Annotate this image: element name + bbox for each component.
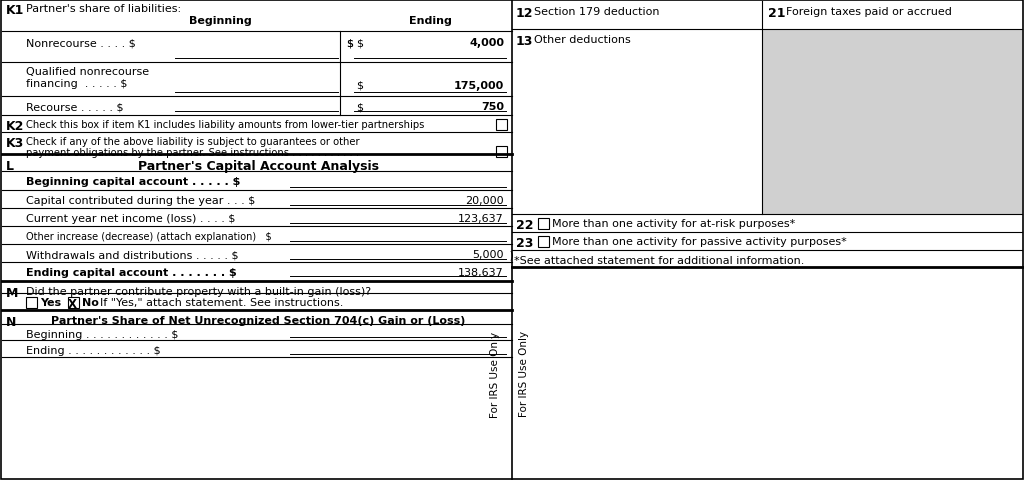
Bar <box>26 298 37 308</box>
Text: Ending: Ending <box>409 16 452 26</box>
Text: Nonrecourse . . . . $: Nonrecourse . . . . $ <box>26 38 136 48</box>
Bar <box>68 298 79 308</box>
Text: 12: 12 <box>516 7 534 20</box>
Text: Beginning . . . . . . . . . . . . $: Beginning . . . . . . . . . . . . $ <box>26 329 178 339</box>
Text: 138,637: 138,637 <box>459 267 504 277</box>
Text: Ending capital account . . . . . . . $: Ending capital account . . . . . . . $ <box>26 267 237 277</box>
Text: Other deductions: Other deductions <box>534 35 631 45</box>
Text: Capital contributed during the year . . . $: Capital contributed during the year . . … <box>26 195 255 205</box>
Text: Withdrawals and distributions . . . . . $: Withdrawals and distributions . . . . . … <box>26 250 239 260</box>
Text: 23: 23 <box>516 237 534 250</box>
Text: Qualified nonrecourse: Qualified nonrecourse <box>26 67 150 77</box>
Text: Recourse . . . . . $: Recourse . . . . . $ <box>26 102 124 112</box>
Text: If "Yes," attach statement. See instructions.: If "Yes," attach statement. See instruct… <box>100 298 343 307</box>
Text: Beginning capital account . . . . . $: Beginning capital account . . . . . $ <box>26 177 241 187</box>
Text: $: $ <box>356 81 362 91</box>
Text: $: $ <box>346 38 353 48</box>
Text: $: $ <box>356 102 362 112</box>
Text: ): ) <box>506 250 514 260</box>
Text: $: $ <box>356 38 362 48</box>
Text: K3: K3 <box>6 137 25 150</box>
Text: 22: 22 <box>516 218 534 231</box>
Text: No: No <box>82 298 99 307</box>
Text: Partner's Share of Net Unrecognized Section 704(c) Gain or (Loss): Partner's Share of Net Unrecognized Sect… <box>51 315 465 325</box>
Text: 13: 13 <box>516 35 534 48</box>
Text: M: M <box>6 287 18 300</box>
Text: 175,000: 175,000 <box>454 81 504 91</box>
Text: More than one activity for passive activity purposes*: More than one activity for passive activ… <box>552 237 847 247</box>
Text: Yes: Yes <box>40 298 61 307</box>
Text: 20,000: 20,000 <box>465 195 504 205</box>
Text: Partner's Capital Account Analysis: Partner's Capital Account Analysis <box>137 160 379 173</box>
Text: X: X <box>68 298 77 311</box>
Text: K2: K2 <box>6 120 25 133</box>
Text: Other increase (decrease) (attach explanation)   $: Other increase (decrease) (attach explan… <box>26 231 271 241</box>
Text: Current year net income (loss) . . . . $: Current year net income (loss) . . . . $ <box>26 214 236 224</box>
Text: payment obligations by the partner. See instructions . . . . . . . . . . .: payment obligations by the partner. See … <box>26 148 359 157</box>
Text: Check this box if item K1 includes liability amounts from lower-tier partnership: Check this box if item K1 includes liabi… <box>26 120 424 130</box>
Bar <box>496 147 507 157</box>
Text: Beginning: Beginning <box>188 16 251 26</box>
Text: financing  . . . . . $: financing . . . . . $ <box>26 79 127 89</box>
Text: Check if any of the above liability is subject to guarantees or other: Check if any of the above liability is s… <box>26 137 359 147</box>
Text: 4,000: 4,000 <box>469 38 504 48</box>
Text: K1: K1 <box>6 4 25 17</box>
Text: 5,000: 5,000 <box>472 250 504 260</box>
Text: For IRS Use Only: For IRS Use Only <box>490 331 500 417</box>
Text: L: L <box>6 160 14 173</box>
Text: 750: 750 <box>481 102 504 112</box>
Text: Did the partner contribute property with a built-in gain (loss)?: Did the partner contribute property with… <box>26 287 371 296</box>
Bar <box>538 237 549 248</box>
Text: Section 179 deduction: Section 179 deduction <box>534 7 659 17</box>
Text: 21: 21 <box>768 7 785 20</box>
Bar <box>762 30 1022 215</box>
Text: N: N <box>6 315 16 328</box>
Text: *See attached statement for additional information.: *See attached statement for additional i… <box>514 255 805 265</box>
Text: Foreign taxes paid or accrued: Foreign taxes paid or accrued <box>786 7 952 17</box>
Bar <box>538 218 549 229</box>
Text: Ending . . . . . . . . . . . . $: Ending . . . . . . . . . . . . $ <box>26 345 161 355</box>
Text: 123,637: 123,637 <box>459 214 504 224</box>
Text: Partner's share of liabilities:: Partner's share of liabilities: <box>26 4 181 14</box>
Bar <box>496 120 507 131</box>
Text: For IRS Use Only: For IRS Use Only <box>519 330 529 416</box>
Text: More than one activity for at-risk purposes*: More than one activity for at-risk purpo… <box>552 218 796 228</box>
Text: $: $ <box>346 38 353 48</box>
